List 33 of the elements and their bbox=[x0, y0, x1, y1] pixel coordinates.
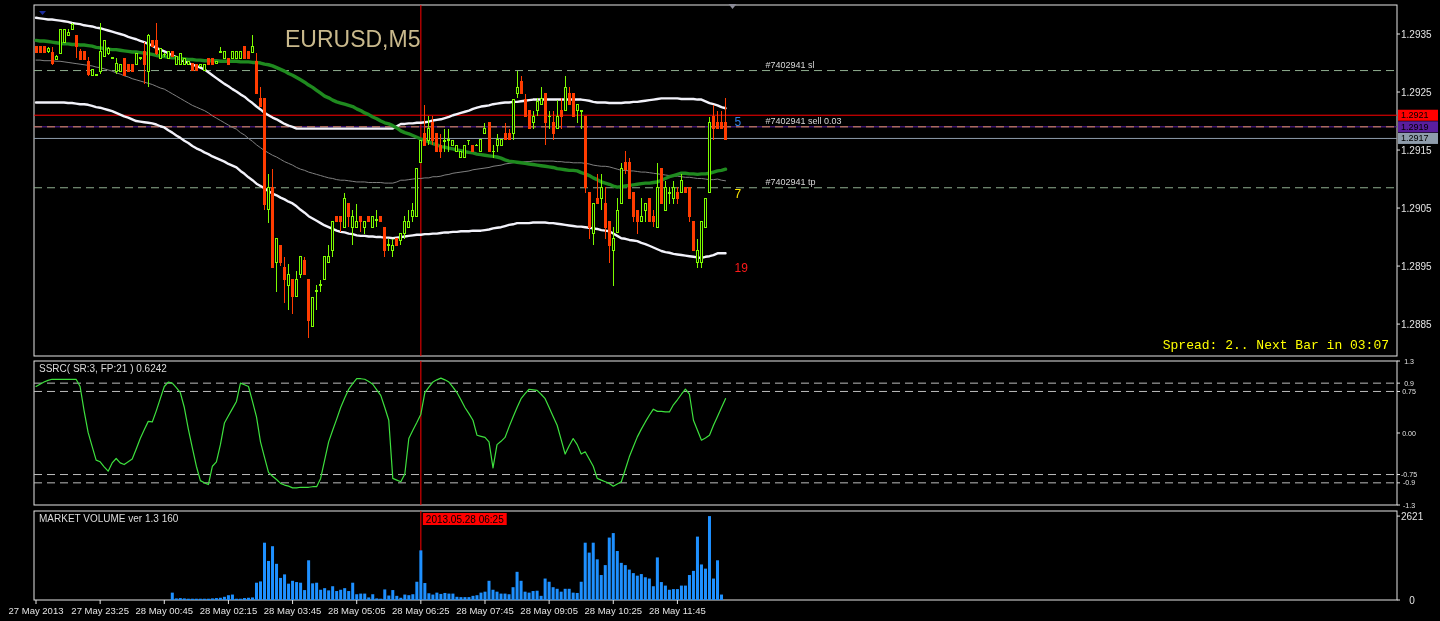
x-tick-label: 28 May 11:45 bbox=[648, 605, 706, 616]
x-tick-label: 28 May 02:15 bbox=[199, 605, 258, 616]
y-tick-label: 2621 bbox=[1400, 510, 1424, 522]
x-tick-label: 28 May 03:45 bbox=[263, 605, 322, 616]
chart-title: SSRC( SR:3, FP:21 ) 0.6242 bbox=[39, 363, 168, 374]
x-tick-label: 28 May 00:45 bbox=[135, 605, 194, 616]
y-tick-label: 1.2885 bbox=[1400, 318, 1433, 330]
annotation: Spread: 2.. Next Bar in 03:07 bbox=[1162, 338, 1389, 353]
ref-line-label: #7402941 sell 0.03 bbox=[765, 116, 842, 127]
x-tick-label: 28 May 07:45 bbox=[456, 605, 514, 616]
text: EURUSD,M5 bbox=[285, 26, 421, 52]
ref-line-label: 1.2917 bbox=[1401, 133, 1429, 144]
y-tick-label: 1.2915 bbox=[1400, 144, 1433, 156]
x-tick-label: 28 May 10:25 bbox=[584, 605, 643, 616]
chart-title: MARKET VOLUME ver 1.3 160 bbox=[39, 513, 179, 524]
annotation: 5 bbox=[734, 114, 742, 129]
x-tick-label: 28 May 05:05 bbox=[327, 605, 386, 616]
y-tick-label: 0 bbox=[1409, 594, 1416, 606]
y-tick-label: 1.2935 bbox=[1400, 28, 1433, 40]
ref-line-label: 1.2921 bbox=[1401, 110, 1429, 121]
x-tick-label: 28 May 09:05 bbox=[520, 605, 578, 616]
ref-line-label: #7402941 tp bbox=[765, 177, 816, 188]
annotation: 7 bbox=[734, 187, 742, 202]
y-tick-label: 1.2905 bbox=[1400, 202, 1433, 214]
ref-line-label: 2013.05.28 06:25 bbox=[425, 513, 505, 525]
x-tick-label: 28 May 06:25 bbox=[392, 605, 450, 616]
ref-line-label: 1.2919 bbox=[1401, 121, 1429, 132]
y-tick-label: 1.2895 bbox=[1400, 260, 1433, 272]
annotation: 19 bbox=[734, 261, 749, 276]
y-tick-label: 1.2925 bbox=[1400, 86, 1433, 98]
x-tick-label: 27 May 2013 bbox=[8, 605, 64, 616]
x-tick-label: 27 May 23:25 bbox=[71, 605, 129, 616]
ref-line-label: #7402941 sl bbox=[765, 60, 815, 71]
